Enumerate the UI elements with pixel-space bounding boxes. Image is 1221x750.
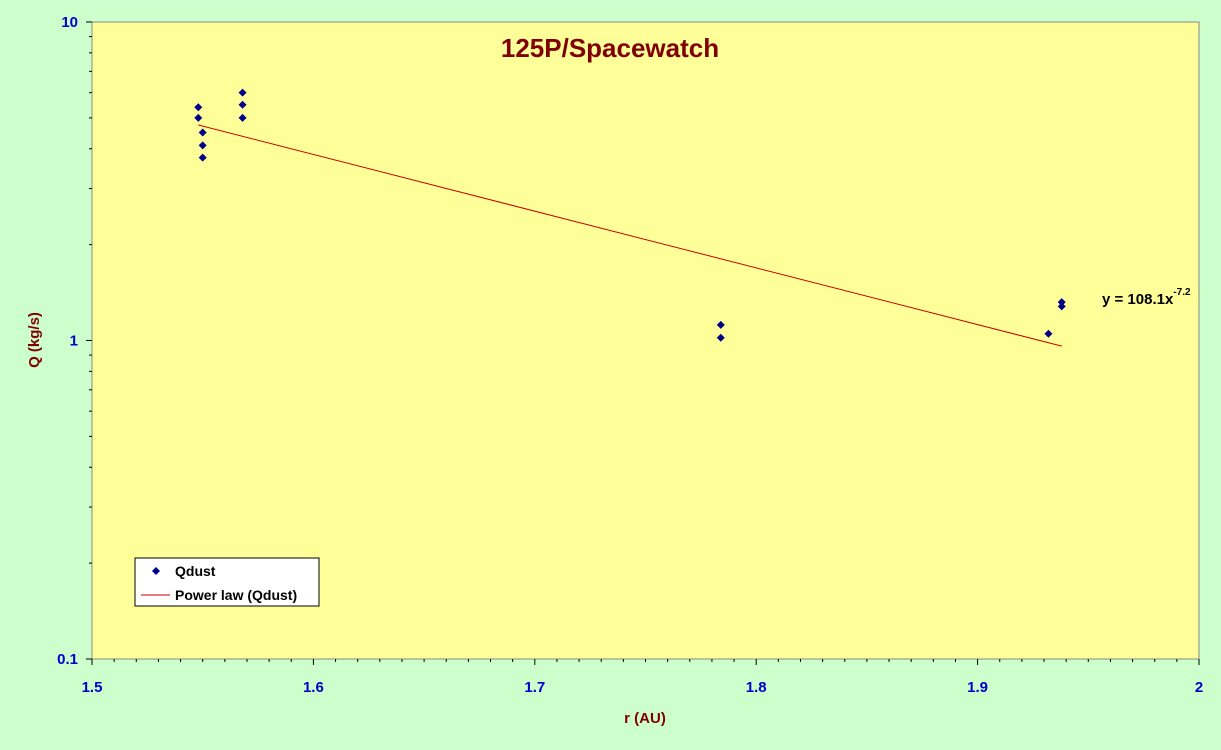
- data-point-qdust: [194, 103, 203, 112]
- x-tick-label: 1.9: [967, 679, 988, 696]
- x-tick-label: 2: [1195, 679, 1203, 696]
- legend-box: [134, 557, 320, 607]
- plot-area: [91, 21, 1200, 660]
- data-point-qdust: [1057, 302, 1066, 311]
- legend-label-power-law: Power law (Qdust): [175, 587, 297, 603]
- equation-base: y = 108.1x: [1102, 291, 1174, 308]
- data-point-qdust: [238, 88, 247, 97]
- data-point-qdust: [238, 100, 247, 109]
- data-point-qdust: [716, 333, 725, 342]
- x-tick-label: 1.5: [82, 679, 103, 696]
- data-point-qdust: [1057, 298, 1066, 307]
- x-tick-label: 1.6: [303, 679, 324, 696]
- trendline-equation: y = 108.1x-7.2: [1102, 287, 1191, 308]
- data-point-qdust: [1044, 329, 1053, 338]
- data-point-qdust: [198, 141, 207, 150]
- y-axis-label: Q (kg/s): [26, 312, 43, 368]
- axis-ticks: 1.5 1.6 1.7 1.8 1.9 2 0.1 1 10: [57, 14, 1203, 696]
- equation-exponent: -7.2: [1173, 287, 1191, 298]
- y-tick-label: 0.1: [57, 651, 78, 668]
- data-point-qdust: [198, 153, 207, 162]
- data-point-qdust: [198, 128, 207, 137]
- data-point-qdust: [194, 113, 203, 122]
- legend: Qdust Power law (Qdust): [134, 557, 320, 607]
- chart-title: 125P/Spacewatch: [501, 33, 719, 63]
- points-layer: [194, 88, 1066, 342]
- data-point-qdust: [716, 320, 725, 329]
- y-tick-label: 1: [70, 333, 78, 350]
- y-tick-label: 10: [61, 14, 78, 31]
- x-tick-label: 1.7: [524, 679, 545, 696]
- legend-label-qdust: Qdust: [175, 563, 216, 579]
- trendline-layer: [198, 124, 1062, 347]
- x-tick-label: 1.8: [746, 679, 767, 696]
- legend-marker-qdust: [152, 567, 160, 575]
- x-axis-label: r (AU): [624, 710, 666, 727]
- data-point-qdust: [238, 113, 247, 122]
- trendline-power-law: [198, 124, 1062, 347]
